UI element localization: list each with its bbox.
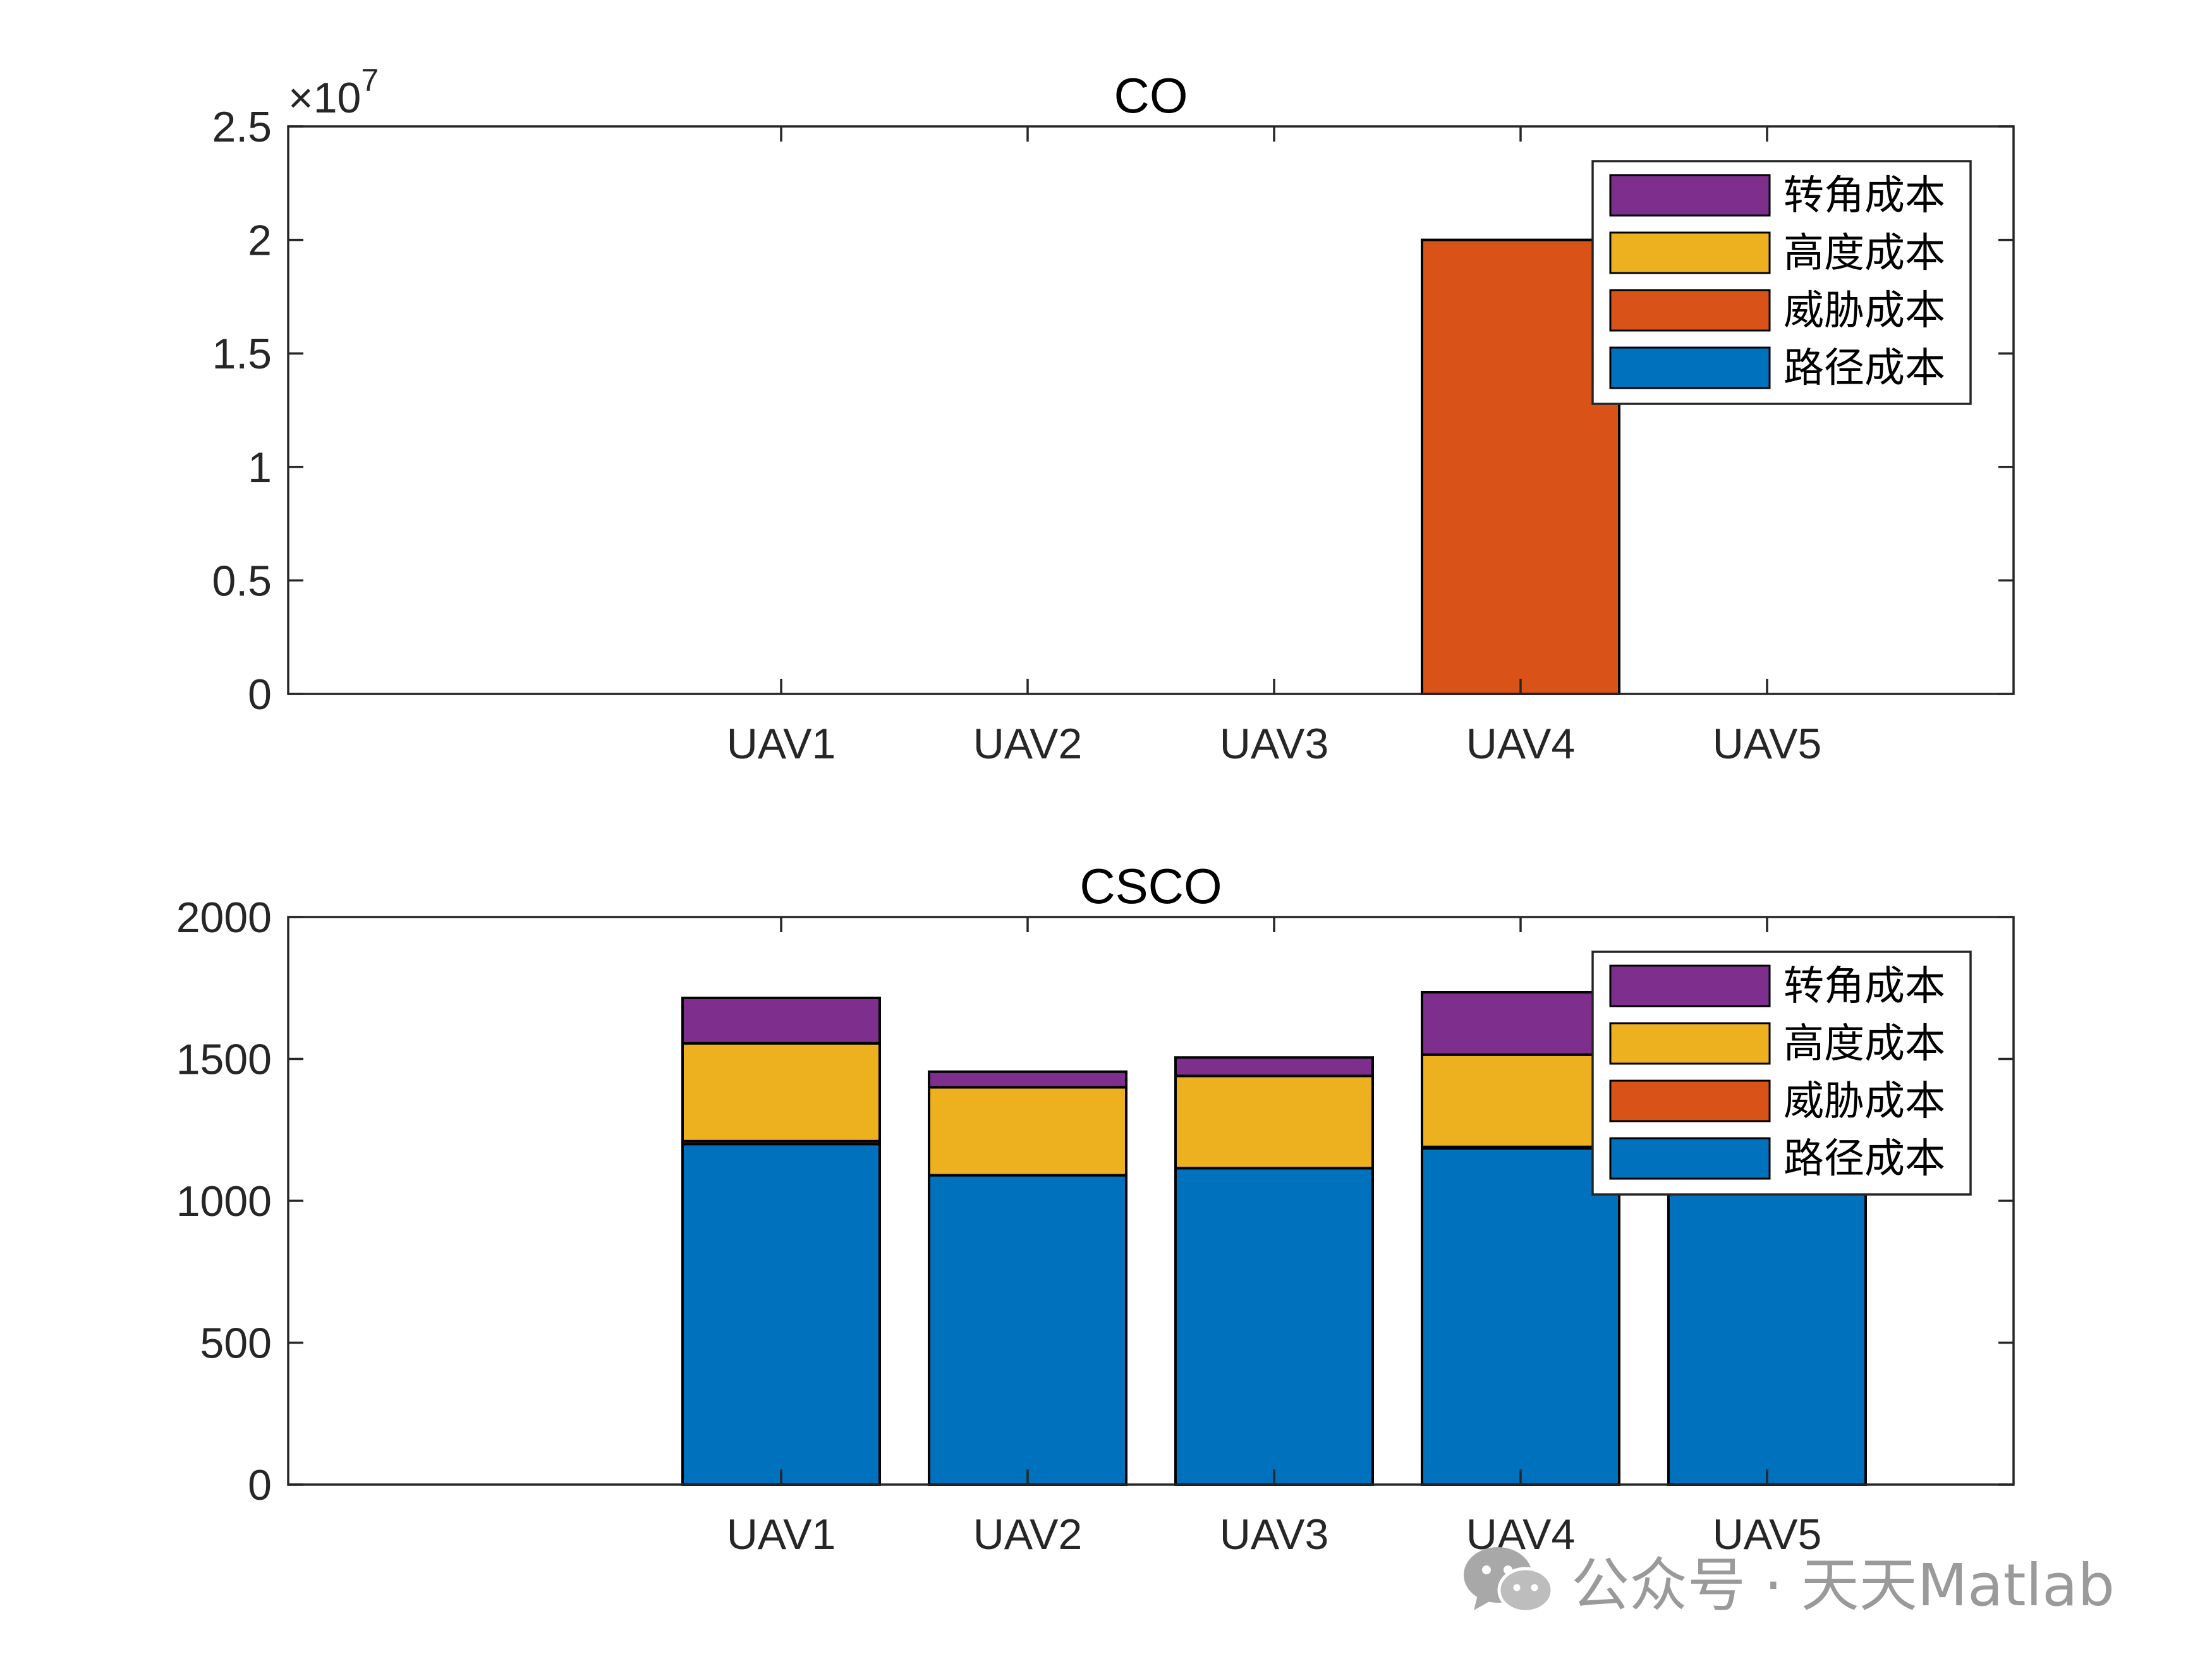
legend-label: 路径成本 bbox=[1784, 1136, 1945, 1182]
y-tick-label: 2 bbox=[248, 217, 272, 265]
y-tick-label: 0.5 bbox=[212, 557, 272, 605]
legend-swatch bbox=[1609, 346, 1771, 389]
bar-uav1-series-2 bbox=[681, 1042, 881, 1143]
legend-label: 高度成本 bbox=[1784, 230, 1945, 277]
chart-title: CSCO bbox=[1079, 858, 1222, 914]
y-tick-label: 0 bbox=[248, 1461, 272, 1509]
bar-uav3-series-2 bbox=[1174, 1074, 1374, 1170]
bar-uav4-series-3 bbox=[1421, 990, 1620, 1056]
y-tick-label: 2.5 bbox=[212, 103, 272, 151]
legend-swatch bbox=[1609, 1079, 1771, 1122]
bar-uav5-series-0 bbox=[1667, 1154, 1867, 1486]
bar-uav4-series-2 bbox=[1421, 1053, 1620, 1148]
y-tick-label: 1500 bbox=[176, 1036, 272, 1084]
legend-swatch bbox=[1609, 1022, 1771, 1065]
wechat-icon bbox=[1464, 1547, 1554, 1613]
y-tick-label: 1000 bbox=[176, 1177, 272, 1225]
legend-swatch bbox=[1609, 231, 1771, 274]
legend-label: 转角成本 bbox=[1784, 963, 1945, 1010]
x-tick-label-uav3: UAV3 bbox=[1220, 1510, 1329, 1559]
legend-swatch bbox=[1609, 174, 1771, 217]
y-tick-label: 2000 bbox=[176, 894, 272, 942]
watermark: 公众号 · 天天Matlab bbox=[1460, 1542, 2115, 1619]
x-tick-label-uav1: UAV1 bbox=[727, 1510, 836, 1559]
legend-swatch bbox=[1609, 964, 1771, 1007]
x-tick-label-uav2: UAV2 bbox=[973, 1510, 1083, 1559]
legend-label: 高度成本 bbox=[1784, 1021, 1945, 1067]
bar-uav1-series-3 bbox=[681, 996, 881, 1045]
legend-label: 转角成本 bbox=[1784, 173, 1945, 219]
x-tick-label-uav2: UAV2 bbox=[973, 720, 1083, 768]
bar-uav2-series-0 bbox=[928, 1174, 1127, 1486]
y-tick-label: 1 bbox=[248, 444, 272, 492]
y-exponent-label: ×107 bbox=[288, 63, 379, 122]
bar-uav2-series-3 bbox=[928, 1070, 1127, 1089]
x-tick-label-uav3: UAV3 bbox=[1220, 720, 1329, 768]
watermark-text: 公众号 · 天天Matlab bbox=[1571, 1551, 2115, 1619]
legend-label: 威胁成本 bbox=[1784, 288, 1945, 334]
chart-title: CO bbox=[1114, 68, 1188, 123]
bar-uav4-series-1 bbox=[1421, 238, 1620, 696]
x-tick-label-uav4: UAV4 bbox=[1466, 720, 1576, 768]
x-tick-label-uav1: UAV1 bbox=[727, 720, 836, 768]
y-tick-label: 0 bbox=[248, 671, 272, 719]
bar-uav3-series-0 bbox=[1174, 1167, 1374, 1486]
legend-swatch bbox=[1609, 1137, 1771, 1180]
bar-uav2-series-2 bbox=[928, 1086, 1127, 1177]
chart-co: 0 0.5 1 1.5 2 2.5 UAV1 UAV2 UAV3 UAV4 UAV5 CO ×107 转角… bbox=[212, 63, 2015, 768]
x-tick-label-uav5: UAV5 bbox=[1713, 1510, 1822, 1559]
x-tick-label-uav5: UAV5 bbox=[1713, 720, 1822, 768]
legend-swatch bbox=[1609, 289, 1771, 332]
legend-label: 威胁成本 bbox=[1784, 1078, 1945, 1125]
bar-uav1-series-0 bbox=[681, 1143, 881, 1486]
axes-box bbox=[287, 125, 2015, 695]
bar-uav3-series-3 bbox=[1174, 1056, 1374, 1078]
y-tick-label: 500 bbox=[200, 1320, 272, 1368]
legend-label: 路径成本 bbox=[1784, 345, 1945, 392]
y-tick-label: 1.5 bbox=[212, 330, 272, 378]
bar-uav4-series-0 bbox=[1421, 1146, 1620, 1486]
